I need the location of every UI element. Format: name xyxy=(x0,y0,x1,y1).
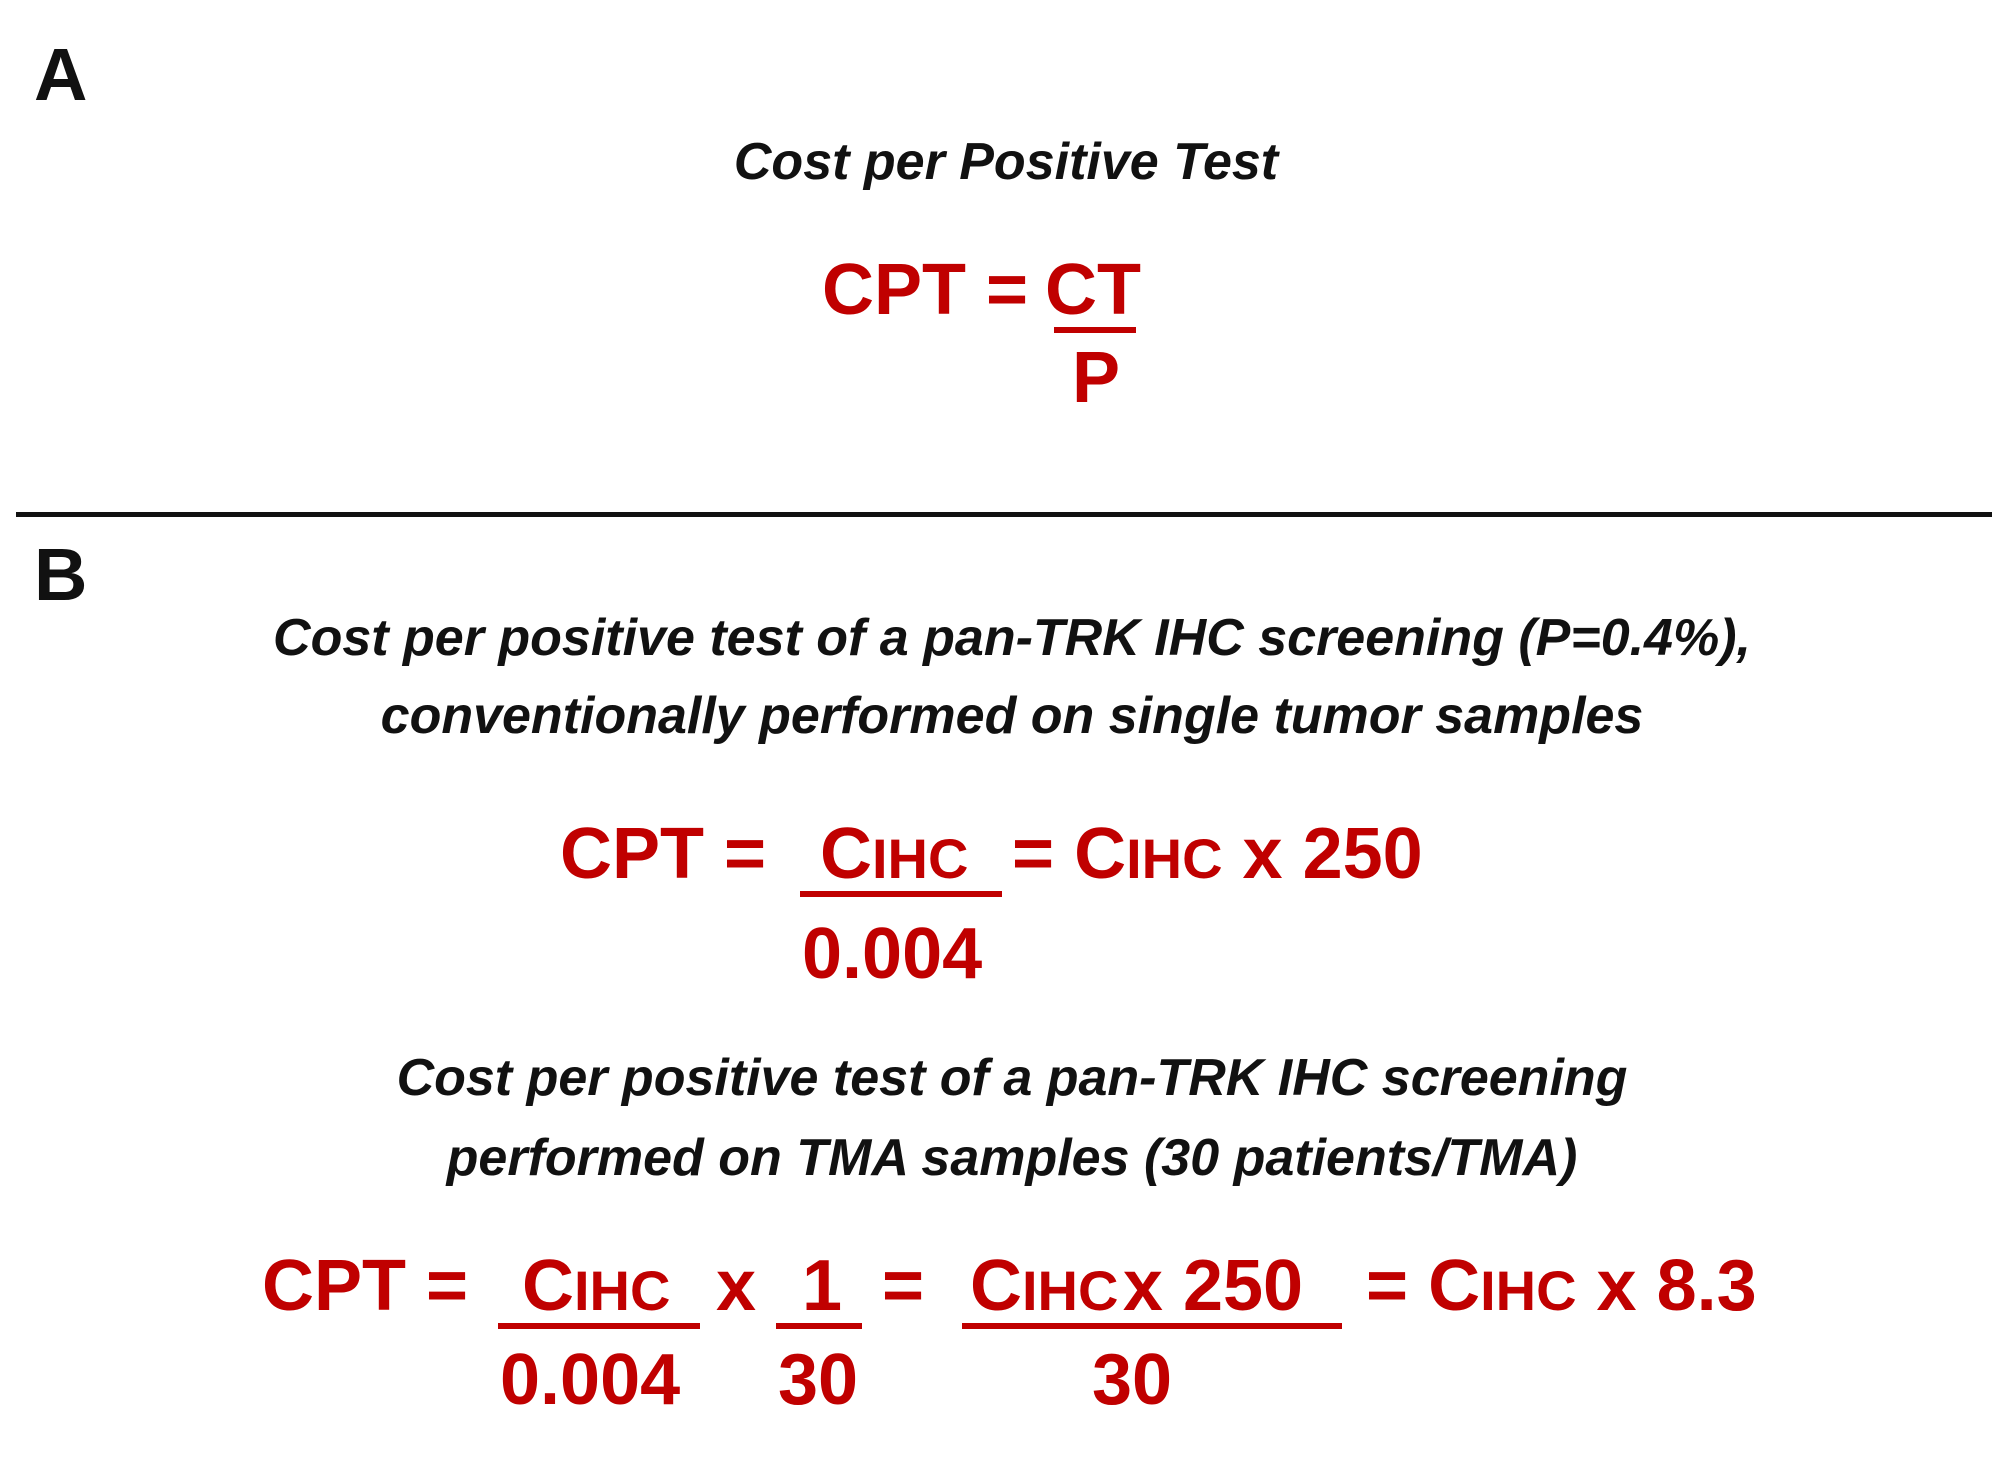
eq2-f3-fraction-bar xyxy=(962,1323,1342,1329)
eq2-f3-numerator: CIHC x 250 xyxy=(970,1250,1303,1323)
panel-b-heading1-line2: conventionally performed on single tumor… xyxy=(380,687,1644,745)
eq2-f1-denominator: 0.004 xyxy=(500,1340,681,1420)
eq2-f2-fraction-bar xyxy=(776,1323,862,1329)
eq2-rhs-sub: IHC xyxy=(1480,1259,1577,1322)
eq2-f1-num-sub: IHC xyxy=(574,1259,671,1322)
section-divider xyxy=(16,512,1992,517)
panel-a-title: Cost per Positive Test xyxy=(733,133,1279,191)
eq2-equals-b: = xyxy=(1366,1246,1409,1326)
panel-b-heading2-line2: performed on TMA samples (30 patients/TM… xyxy=(446,1129,1578,1187)
eq2-f2-numerator: 1 xyxy=(802,1246,843,1326)
eq2-rhs-tail: x 8.3 xyxy=(1596,1246,1757,1326)
panel-a-lhs: CPT = xyxy=(822,250,1029,330)
eq1-fraction-bar xyxy=(800,891,1002,897)
eq1-rhs-c: C xyxy=(1074,814,1127,894)
panel-b-heading2-line1: Cost per positive test of a pan-TRK IHC … xyxy=(396,1049,1628,1107)
eq1-rhs-eq: = xyxy=(1012,814,1055,894)
eq2-f3-num-sub: IHC xyxy=(1022,1259,1119,1322)
panel-b-heading1-line1: Cost per positive test of a pan-TRK IHC … xyxy=(273,609,1751,667)
eq2-rhs-c: C xyxy=(1428,1246,1481,1326)
eq1-rhs-tail: x 250 xyxy=(1242,814,1423,894)
eq2-f2-denominator: 30 xyxy=(778,1340,859,1420)
eq1-rhs: = CIHC x 250 xyxy=(1012,818,1423,890)
eq2-equals-a: = xyxy=(882,1246,925,1326)
eq1-num-c: C xyxy=(820,814,872,894)
panel-label-a: A xyxy=(34,33,88,116)
panel-a-fraction-bar xyxy=(1054,327,1136,333)
eq2-f3-num-tail: x 250 xyxy=(1122,1246,1304,1326)
eq2-f1-num-c: C xyxy=(522,1246,574,1326)
panel-a-denominator: P xyxy=(1072,338,1121,418)
eq2-f3-denominator: 30 xyxy=(1092,1340,1173,1420)
eq1-rhs-sub: IHC xyxy=(1126,827,1223,890)
eq1-lhs: CPT = xyxy=(560,814,767,894)
panel-a-numerator: CT xyxy=(1045,250,1141,330)
eq2-f1-numerator: CIHC xyxy=(522,1250,670,1323)
eq2-times: x xyxy=(716,1246,757,1326)
eq2-f3-num-c: C xyxy=(970,1246,1022,1326)
eq1-numerator: CIHC xyxy=(820,818,968,891)
panel-label-b: B xyxy=(34,533,88,616)
eq1-denominator: 0.004 xyxy=(802,914,983,994)
eq2-f1-fraction-bar xyxy=(498,1323,700,1329)
eq2-lhs: CPT = xyxy=(262,1246,469,1326)
eq2-rhs: = CIHC x 8.3 xyxy=(1366,1250,1757,1322)
eq1-num-sub: IHC xyxy=(872,827,969,890)
